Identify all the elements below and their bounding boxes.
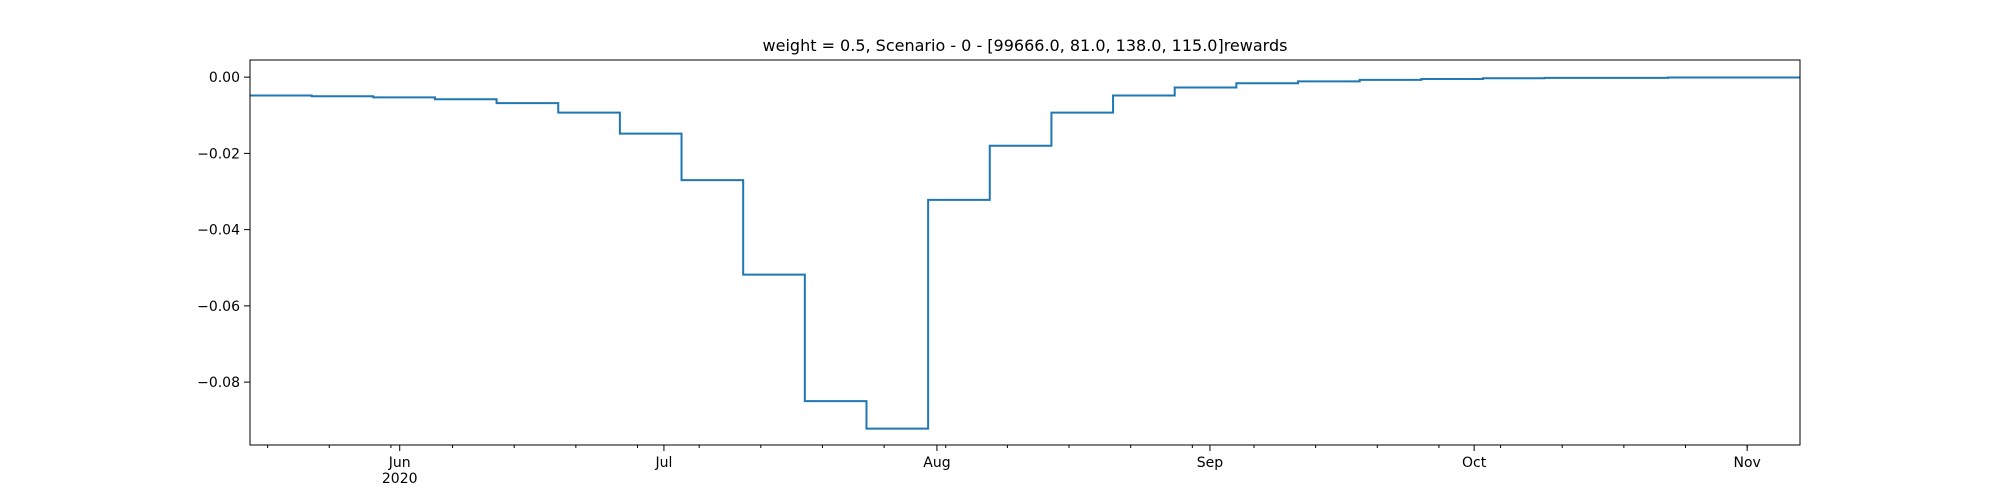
y-tick-label: −0.04 <box>197 223 240 239</box>
x-tick-label: Sep <box>1197 455 1224 471</box>
y-axis: 0.00 −0.02 −0.04 −0.06 −0.08 <box>197 70 250 391</box>
x-tick-label: Oct <box>1462 455 1487 471</box>
x-tick-label: Nov <box>1733 455 1760 471</box>
y-tick-label: 0.00 <box>209 70 240 86</box>
x-tick-label: Aug <box>923 455 950 471</box>
chart-title: weight = 0.5, Scenario - 0 - [99666.0, 8… <box>763 36 1288 55</box>
x-tick-sublabel: 2020 <box>382 471 418 487</box>
y-tick-label: −0.02 <box>197 146 240 162</box>
series-line <box>250 76 1800 430</box>
x-tick-label: Jun <box>388 455 411 471</box>
x-tick-label: Jul <box>654 455 672 471</box>
y-tick-label: −0.06 <box>197 299 240 315</box>
plot-frame <box>249 59 1801 446</box>
plot-area <box>250 76 1800 430</box>
y-tick-label: −0.08 <box>197 375 240 391</box>
